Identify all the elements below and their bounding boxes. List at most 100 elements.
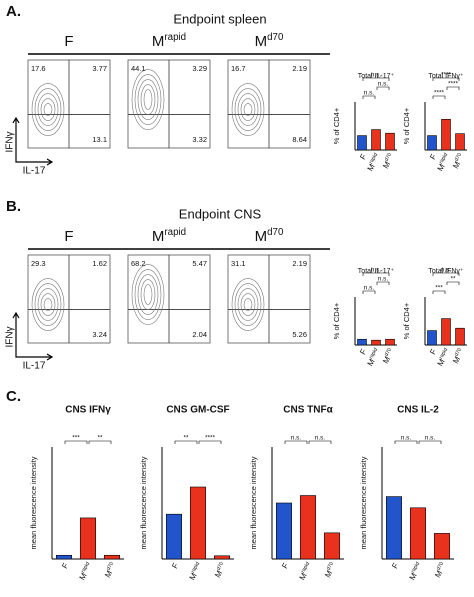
flow-x-axis-label: IL-17 [23, 166, 46, 177]
contour [31, 278, 65, 331]
quadrant-value: 2.19 [292, 64, 307, 73]
group-base: M [103, 569, 114, 580]
contour [240, 293, 256, 316]
group-base: F [64, 33, 73, 50]
contour [243, 298, 253, 311]
group-base: M [213, 569, 224, 580]
y-axis-label: mean fluorescence intensity [359, 456, 368, 549]
group-label: Md70 [381, 347, 397, 365]
significance-bracket [174, 440, 198, 444]
bar [300, 495, 316, 560]
group-label: F [390, 561, 400, 570]
group-label: Mrapid [187, 561, 204, 582]
group-label: F [428, 347, 438, 356]
group-sup: rapid [81, 561, 92, 574]
bar [434, 533, 450, 560]
group-base: M [255, 33, 268, 50]
significance-label: ** [450, 276, 456, 283]
contour [137, 274, 159, 315]
axis-arrows [12, 311, 54, 361]
group-base: M [366, 162, 377, 173]
group-sup: d70 [436, 561, 446, 572]
group-label: Mrapid [435, 347, 452, 368]
chart-title: Total IL-17⁺ [358, 268, 395, 275]
significance-bracket [88, 440, 112, 444]
quadrant-value: 8.64 [292, 135, 307, 144]
group-base: M [408, 571, 419, 582]
contour [40, 98, 56, 121]
bar [455, 133, 465, 151]
quadrant-value: 5.26 [292, 330, 307, 339]
axis-arrows [12, 116, 54, 166]
significance-label: n.s. [364, 90, 375, 97]
group-base: M [188, 571, 199, 582]
panel-title: Endpoint CNS [179, 206, 262, 221]
quadrant-value: 29.3 [31, 259, 46, 268]
significance-label: *** [435, 285, 443, 292]
contour [43, 298, 53, 311]
significance-bracket [432, 290, 446, 294]
chart-title: Total IFNγ⁺ [428, 268, 464, 275]
significance-label: **** [441, 72, 452, 79]
chart-title: Total IFNγ⁺ [428, 73, 464, 80]
quadrant-value: 3.24 [92, 330, 107, 339]
group-base: F [280, 561, 290, 570]
significance-bracket [308, 440, 332, 444]
group-sup: d70 [454, 152, 464, 163]
group-base: M [451, 160, 462, 171]
significance-label: **** [448, 81, 459, 88]
significance-label: n.s. [378, 81, 389, 88]
significance-label: n.s. [315, 435, 326, 442]
group-sup: d70 [384, 152, 394, 163]
contour [140, 279, 156, 310]
group-label: F [358, 152, 368, 161]
group-sup: rapid [191, 561, 202, 574]
bar [56, 554, 72, 560]
group-label: F [64, 33, 73, 50]
group-label: Md70 [433, 561, 449, 579]
group-label: F [64, 228, 73, 245]
group-label: Mrapid [407, 561, 424, 582]
group-base: F [390, 561, 400, 570]
y-axis-label: % of CD4+ [332, 107, 341, 144]
bar [276, 502, 292, 560]
chart-title: CNS TNFα [283, 405, 333, 416]
contour [31, 83, 65, 136]
quadrant-value: 3.29 [192, 64, 207, 73]
group-label: F [280, 561, 290, 570]
significance-label: **** [434, 90, 445, 97]
group-base: M [298, 571, 309, 582]
group-label: Mrapid [365, 347, 382, 368]
group-label: F [358, 347, 368, 356]
group-label: F [170, 561, 180, 570]
quadrant-value: 1.62 [92, 259, 107, 268]
group-label: Md70 [323, 561, 339, 579]
bar [410, 507, 426, 560]
y-axis-label: mean fluorescence intensity [139, 456, 148, 549]
significance-bracket [394, 440, 418, 444]
group-base: M [152, 33, 165, 50]
bar [357, 135, 367, 151]
contour [234, 88, 262, 131]
panel-label: C. [6, 388, 21, 405]
contour [131, 264, 165, 325]
quadrant-value: 2.19 [292, 259, 307, 268]
group-base: M [433, 569, 444, 580]
group-sup: rapid [411, 561, 422, 574]
group-label: Mrapid [152, 31, 186, 50]
group-base: F [170, 561, 180, 570]
significance-label: n.s. [364, 285, 375, 292]
contour [37, 93, 59, 126]
bar [427, 330, 437, 346]
bar [190, 486, 206, 560]
group-base: M [366, 357, 377, 368]
significance-bracket [198, 440, 222, 444]
quadrant-value: 13.1 [92, 135, 107, 144]
significance-label: n.s. [378, 276, 389, 283]
bar [441, 118, 451, 151]
contour [243, 103, 253, 116]
chart-title: CNS GM-CSF [166, 405, 229, 416]
group-base: F [60, 561, 70, 570]
significance-bracket [362, 95, 376, 99]
group-sup: d70 [216, 561, 226, 572]
